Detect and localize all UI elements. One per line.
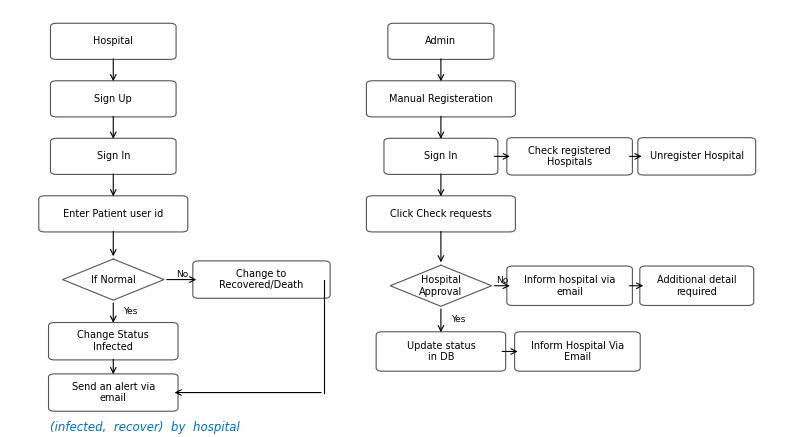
FancyBboxPatch shape bbox=[39, 196, 188, 232]
FancyBboxPatch shape bbox=[366, 81, 515, 117]
Text: Hospital
Approval: Hospital Approval bbox=[419, 275, 462, 297]
Text: Send an alert via
email: Send an alert via email bbox=[72, 382, 155, 403]
Text: Sign Up: Sign Up bbox=[95, 94, 132, 104]
FancyBboxPatch shape bbox=[638, 138, 755, 175]
FancyBboxPatch shape bbox=[515, 332, 640, 371]
Text: Change Status
Infected: Change Status Infected bbox=[77, 330, 149, 352]
Text: No: No bbox=[176, 270, 188, 279]
Text: Update status
in DB: Update status in DB bbox=[407, 341, 475, 362]
Text: (infected,  recover)  by  hospital: (infected, recover) by hospital bbox=[49, 421, 240, 434]
FancyBboxPatch shape bbox=[50, 81, 176, 117]
Text: If Normal: If Normal bbox=[91, 274, 135, 284]
Text: Additional detail
required: Additional detail required bbox=[657, 275, 736, 297]
FancyBboxPatch shape bbox=[388, 23, 494, 59]
Text: Enter Patient user id: Enter Patient user id bbox=[63, 209, 163, 219]
FancyBboxPatch shape bbox=[193, 261, 330, 298]
Text: Click Check requests: Click Check requests bbox=[390, 209, 492, 219]
Text: Yes: Yes bbox=[451, 315, 466, 324]
Text: Sign In: Sign In bbox=[424, 151, 458, 161]
Text: Inform hospital via
email: Inform hospital via email bbox=[524, 275, 615, 297]
FancyBboxPatch shape bbox=[507, 138, 632, 175]
Text: Inform Hospital Via
Email: Inform Hospital Via Email bbox=[531, 341, 624, 362]
Text: Admin: Admin bbox=[425, 36, 456, 46]
Text: Unregister Hospital: Unregister Hospital bbox=[650, 151, 743, 161]
Text: Yes: Yes bbox=[123, 307, 138, 316]
Text: No: No bbox=[496, 276, 509, 285]
FancyBboxPatch shape bbox=[384, 138, 498, 174]
FancyBboxPatch shape bbox=[50, 23, 176, 59]
FancyBboxPatch shape bbox=[640, 266, 754, 305]
Text: Check registered
Hospitals: Check registered Hospitals bbox=[529, 146, 611, 167]
Text: Sign In: Sign In bbox=[96, 151, 130, 161]
FancyBboxPatch shape bbox=[366, 196, 515, 232]
Text: Change to
Recovered/Death: Change to Recovered/Death bbox=[220, 269, 303, 291]
FancyBboxPatch shape bbox=[50, 138, 176, 174]
FancyBboxPatch shape bbox=[49, 323, 178, 360]
Text: Manual Registeration: Manual Registeration bbox=[389, 94, 493, 104]
FancyBboxPatch shape bbox=[377, 332, 505, 371]
FancyBboxPatch shape bbox=[49, 374, 178, 411]
Text: Hospital: Hospital bbox=[93, 36, 133, 46]
FancyBboxPatch shape bbox=[507, 266, 632, 305]
